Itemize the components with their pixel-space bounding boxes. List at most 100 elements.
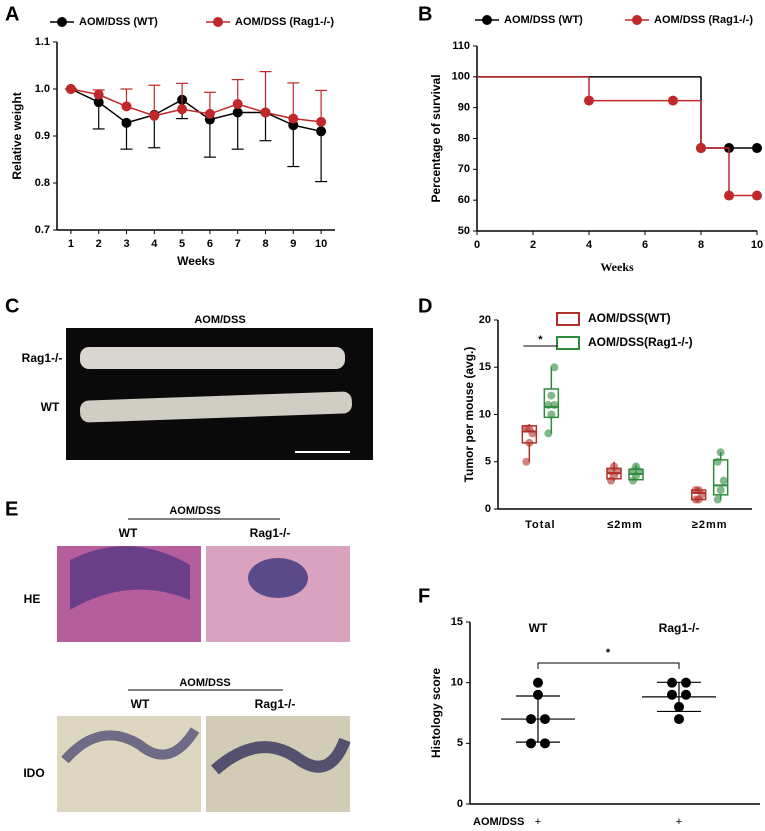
legend-swatch [556,312,580,326]
point [719,476,728,485]
panel-label: D [418,295,432,317]
point [713,457,722,466]
x-tick-label: ≤2mm [607,519,643,531]
series-line [70,88,322,123]
point [525,438,534,447]
y-tick-label: 50 [458,225,470,237]
y-tick-label: 0 [457,798,463,810]
row-label: WT [41,400,60,414]
point [177,104,188,115]
x-tick-label: Total [525,519,555,531]
point [121,101,132,112]
point [724,190,734,201]
point [668,95,678,106]
group-mark: + [535,816,541,828]
point [681,689,691,700]
y-tick-label: 5 [485,456,491,468]
point [522,457,531,466]
x-axis-label: Weeks [600,260,634,274]
legend-marker [482,15,492,25]
legend-marker [57,17,67,27]
point [547,410,556,419]
y-tick-label: 0 [485,503,491,515]
y-tick-label: 0.9 [35,130,50,142]
y-tick-label: 10 [451,677,463,689]
x-tick-label: 1 [68,238,74,250]
legend-swatch [556,336,580,350]
group-mark: + [676,816,682,828]
column-label: Rag1-/- [255,697,296,711]
row-label: Rag1-/- [22,351,63,365]
point [316,126,327,137]
y-tick-label: 20 [479,314,491,326]
photo-title: AOM/DSS [194,314,245,326]
x-tick-label: 3 [123,238,129,250]
series-line [70,88,322,133]
point [526,714,536,725]
y-tick-label: 0.7 [35,224,50,236]
point [232,107,243,118]
column-label: Rag1-/- [250,526,291,540]
x-tick-label: 2 [530,239,536,251]
ido-image [57,716,201,812]
point [694,486,703,495]
significance: * [538,334,543,346]
panel-label: F [418,585,430,607]
point [533,677,543,688]
point [716,448,725,457]
legend-label: AOM/DSS (Rag1-/-) [235,16,334,28]
section-title: AOM/DSS [169,505,220,517]
point [584,95,594,106]
legend-marker [632,15,642,25]
point [674,714,684,725]
x-axis-label: Weeks [177,254,215,268]
panel-label: B [418,3,432,25]
point [526,738,536,749]
y-axis-label: Percentage of survival [429,74,443,202]
point [204,108,215,119]
column-label: WT [131,697,150,711]
x-tick-label: 5 [179,238,185,250]
y-tick-label: 60 [458,194,470,206]
point [547,391,556,400]
point [121,117,132,128]
point [260,107,271,118]
point [93,97,104,108]
point [93,89,104,100]
legend-marker [213,17,223,27]
x-tick-label: 4 [151,238,158,250]
y-axis-label: Histology score [429,668,443,758]
point [550,363,559,372]
point [544,429,553,438]
y-tick-label: 10 [479,408,491,420]
y-tick-label: 15 [479,361,491,373]
y-axis-label: Relative weight [10,92,24,179]
point [681,677,691,688]
y-tick-label: 70 [458,163,470,175]
x-tick-label: 8 [698,239,704,251]
y-tick-label: 1.0 [35,83,50,95]
point [716,486,725,495]
point [610,462,618,471]
y-tick-label: 90 [458,102,470,114]
x-tick-label: 9 [290,238,296,250]
point [316,116,327,127]
ido-tissue [211,737,351,775]
y-tick-label: 0.8 [35,177,50,189]
row-label: HE [24,592,41,606]
column-label: WT [119,526,138,540]
x-tick-label: 6 [207,238,213,250]
x-tick-label: 7 [235,238,241,250]
point [752,190,762,201]
legend-label: AOM/DSS(WT) [588,311,671,325]
point [667,677,677,688]
ido-tissue [61,727,200,764]
x-tick-label: 4 [586,239,593,251]
colon [80,391,352,423]
panel-label: A [5,3,19,25]
x-tick-label: 8 [262,238,268,250]
point [540,714,550,725]
point [550,401,559,410]
